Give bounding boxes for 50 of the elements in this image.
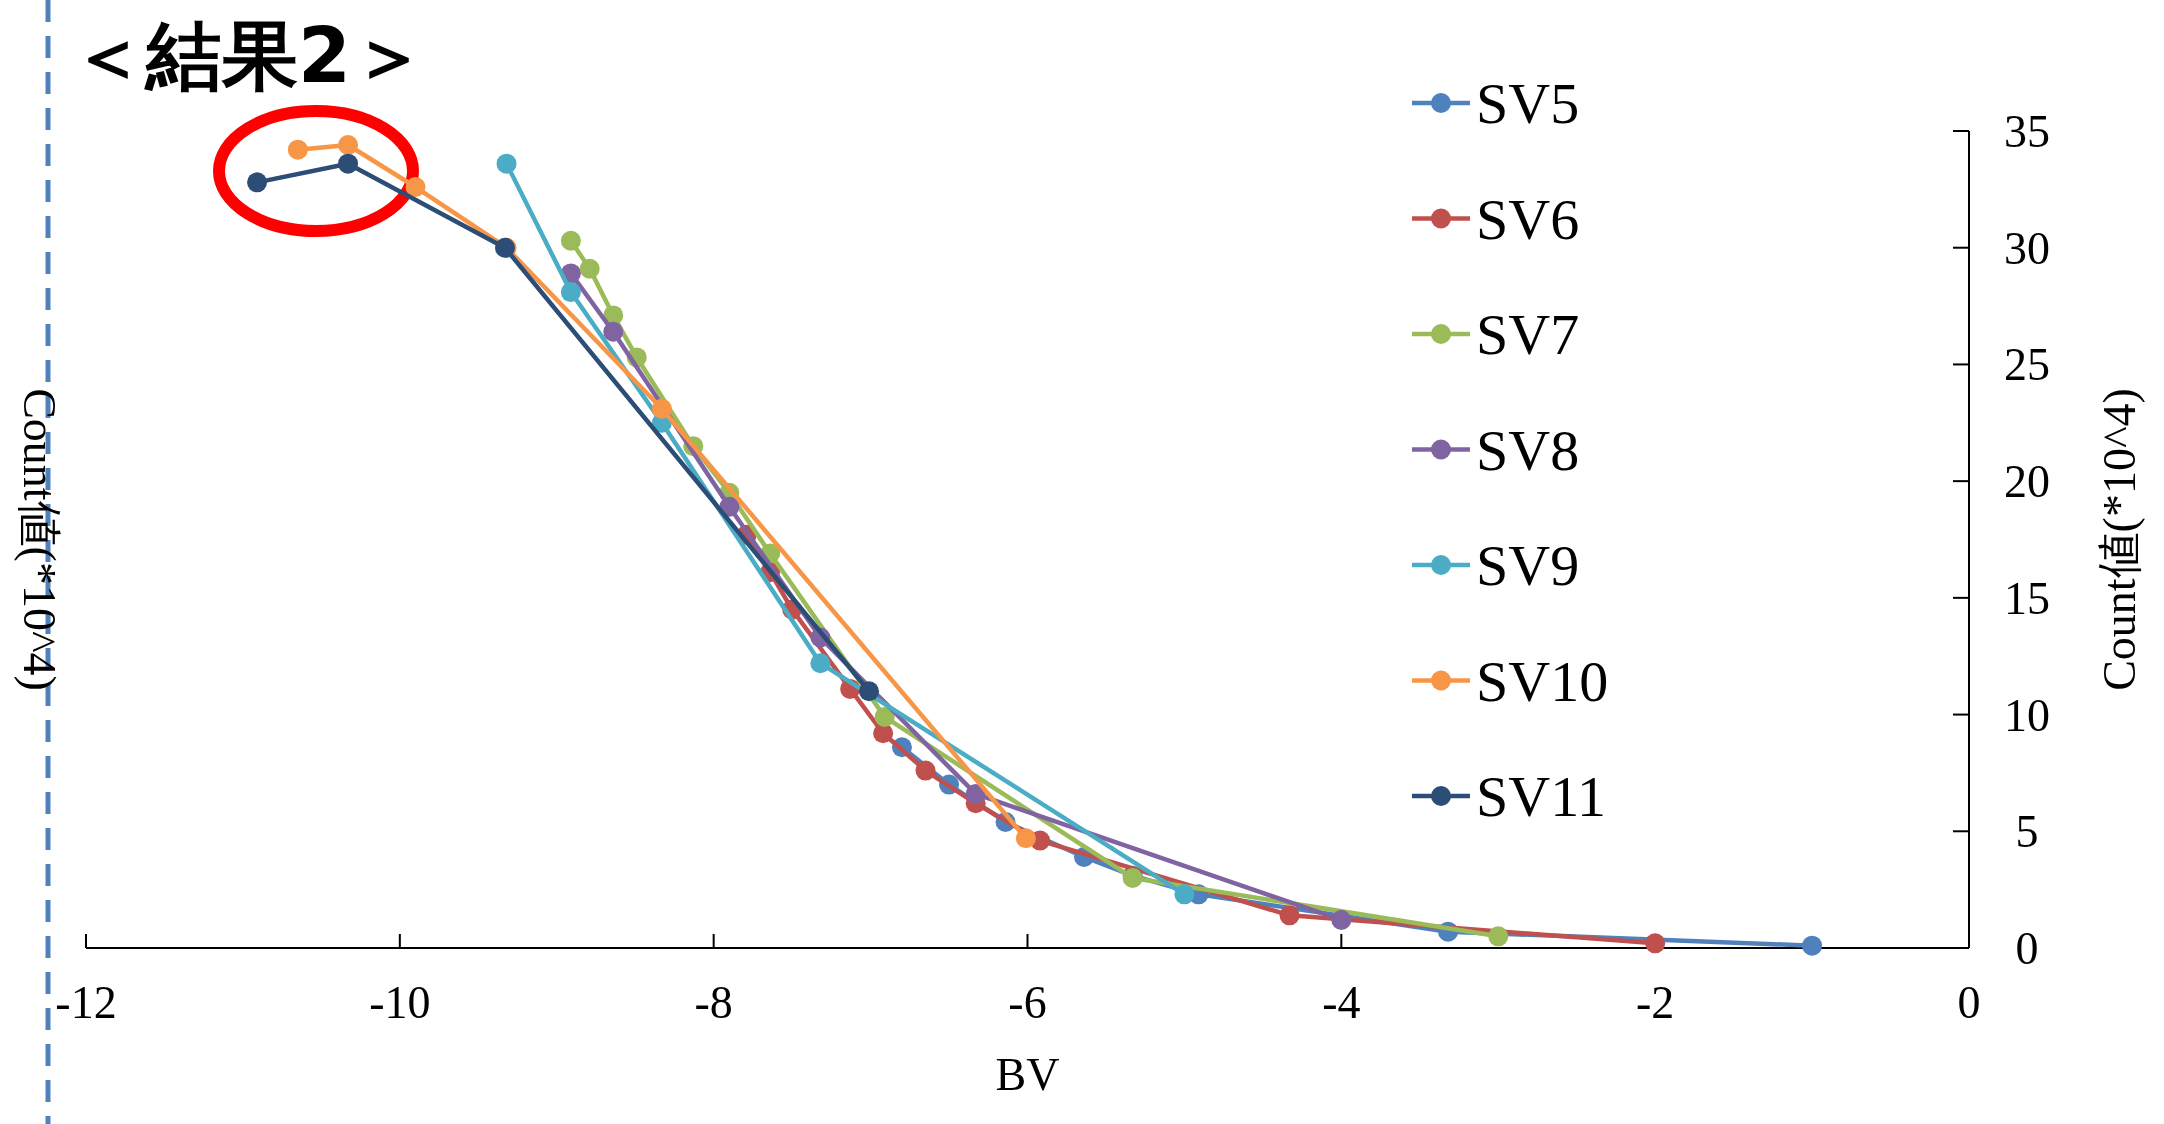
point [579, 258, 600, 279]
point [915, 760, 936, 781]
point [874, 706, 895, 727]
y2-tick-label: 30 [2004, 222, 2050, 274]
point [338, 153, 359, 174]
point [810, 653, 831, 674]
legend-label: SV9 [1476, 533, 1580, 598]
point [603, 321, 624, 342]
x-tick-label: -12 [55, 977, 117, 1028]
y2-tick-label: 25 [2004, 339, 2050, 391]
chart-title: ＜結果2＞ [70, 11, 427, 100]
legend-label: SV10 [1476, 648, 1609, 714]
y2-tick-label: 35 [2004, 106, 2050, 157]
point [1174, 884, 1195, 905]
y2-tick-label: 10 [2004, 689, 2050, 741]
legend-label: SV7 [1476, 302, 1580, 367]
point [859, 681, 880, 702]
point [1802, 935, 1823, 956]
legend-label: SV11 [1476, 764, 1606, 829]
point [651, 398, 672, 419]
point [287, 139, 308, 160]
point [560, 282, 581, 303]
x-tick-label: 0 [1957, 977, 1981, 1028]
y2-axis-title: Count値(*10^4) [2094, 388, 2145, 691]
x-tick-label: -8 [694, 977, 733, 1028]
point [1645, 933, 1666, 954]
point [1015, 828, 1036, 849]
point [965, 783, 986, 804]
point [1279, 905, 1300, 926]
point [1331, 909, 1352, 930]
point [560, 230, 581, 251]
legend-label: SV5 [1476, 71, 1580, 136]
x-tick-label: -2 [1636, 977, 1675, 1028]
y-axis-title: Count値(*10^4) [14, 388, 65, 691]
y2-tick-label: 5 [2015, 806, 2039, 858]
legend-label: SV8 [1476, 417, 1580, 483]
x-axis-title: BV [995, 1049, 1060, 1100]
point [247, 172, 268, 193]
y2-tick-label: 20 [2004, 456, 2050, 508]
point [873, 723, 894, 744]
point [496, 153, 517, 174]
point [338, 135, 359, 156]
y2-tick-label: 0 [2015, 923, 2039, 974]
legend-label: SV6 [1476, 186, 1580, 252]
y2-tick-label: 15 [2004, 572, 2050, 624]
x-tick-label: -4 [1322, 977, 1361, 1028]
point [405, 177, 426, 198]
x-tick-label: -6 [1008, 977, 1047, 1028]
x-tick-label: -10 [369, 977, 431, 1028]
point [1488, 926, 1509, 947]
